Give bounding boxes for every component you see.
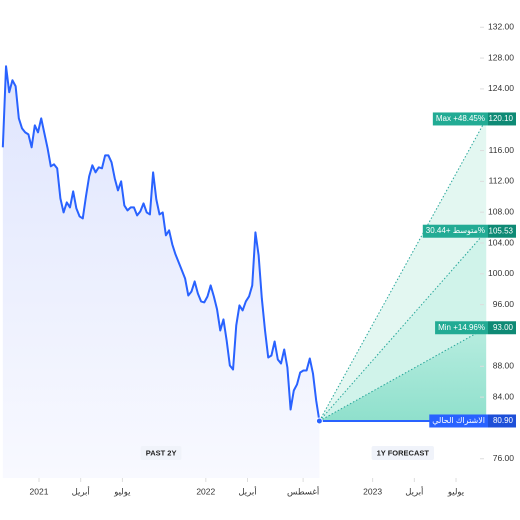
forecast-badge: 105.53 متوسط +30.44% <box>422 224 516 238</box>
y-tick-label: 128.00 <box>488 52 514 62</box>
forecast-badge-name: Min <box>438 323 451 332</box>
forecast-badge-label: متوسط +30.44% <box>426 226 485 235</box>
current-badge-name: الاشتراك الحالي <box>432 416 485 425</box>
forecast-low-area <box>319 327 487 421</box>
x-tick-label: أغسطس <box>287 485 319 496</box>
period-label-bg <box>140 446 182 460</box>
x-tick-label: أبريل <box>72 485 90 496</box>
y-tick-label: 132.00 <box>488 22 514 32</box>
forecast-badge-change: +14.96% <box>451 323 485 332</box>
forecast-badge-label-bg <box>435 321 488 335</box>
current-badge-value: 80.90 <box>493 416 514 425</box>
y-tick-label: 96.00 <box>493 299 515 309</box>
forecast-badge-change: +48.45% <box>451 114 485 123</box>
y-tick-label: 88.00 <box>493 361 515 371</box>
forecast-badge-label: Max +48.45% <box>436 114 485 123</box>
forecast-badge-value: 120.10 <box>489 114 514 123</box>
current-badge-label: الاشتراك الحالي <box>432 416 485 425</box>
x-tick-label: أبريل <box>238 485 256 496</box>
forecast-line <box>319 230 487 422</box>
y-tick-label: 104.00 <box>488 237 514 247</box>
current-badge: 80.90 الاشتراك الحالي <box>429 414 516 428</box>
forecast-line <box>318 118 487 422</box>
forecast-badge-label-bg <box>432 112 488 126</box>
current-badge-value-bg <box>488 414 516 428</box>
x-tick-label: 2021 <box>30 486 49 496</box>
x-tick-label: أبريل <box>405 485 423 496</box>
x-tick-label: 2023 <box>363 486 382 496</box>
forecast-badge-name: متوسط <box>453 226 478 235</box>
x-tick-label: 2022 <box>196 486 215 496</box>
current-badge-label-bg <box>429 414 488 428</box>
y-tick-label: 112.00 <box>489 176 515 186</box>
y-tick-label: 84.00 <box>493 391 515 401</box>
forecast-badge-value-bg <box>488 224 516 238</box>
price-line <box>1 65 321 422</box>
y-tick-label: 124.00 <box>488 83 514 93</box>
y-tick-label: 76.00 <box>493 453 515 463</box>
y-tick-label: 116.00 <box>489 145 515 155</box>
forecast-badge-value-bg <box>488 321 516 335</box>
forecast-badge: 120.10 Max +48.45% <box>432 112 516 126</box>
forecast-badge: 93.00 Min +14.96% <box>435 321 516 335</box>
past-area <box>2 66 320 479</box>
forecast-badge-label: Min +14.96% <box>438 323 485 332</box>
forecast-badge-name: Max <box>436 114 451 123</box>
y-tick-label: 100.00 <box>488 268 514 278</box>
period-label-bg <box>371 446 434 460</box>
current-point <box>315 417 323 425</box>
forecast-badge-value: 93.00 <box>493 323 514 332</box>
x-tick-label: يوليو <box>447 486 465 496</box>
forecast-badge-value: 105.53 <box>489 226 514 235</box>
forecast-line <box>319 327 487 422</box>
x-tick-label: يوليو <box>113 486 131 496</box>
forecast-badge-value-bg <box>488 112 516 126</box>
y-tick-label: 108.00 <box>488 206 514 216</box>
period-label: PAST 2Y <box>146 448 177 457</box>
period-label: 1Y FORECAST <box>377 448 430 457</box>
forecast-badge-label-bg <box>422 224 488 238</box>
